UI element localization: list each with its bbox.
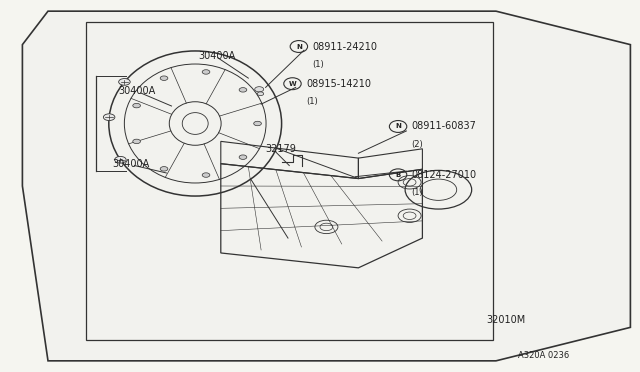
Circle shape (160, 167, 168, 171)
Circle shape (253, 121, 261, 126)
Text: 32179: 32179 (266, 144, 296, 154)
Text: 30400A: 30400A (198, 51, 236, 61)
Circle shape (239, 155, 247, 159)
Text: N: N (395, 124, 401, 129)
Circle shape (255, 87, 264, 92)
Text: B: B (396, 172, 401, 178)
Circle shape (202, 173, 210, 177)
Text: (1): (1) (412, 188, 423, 197)
Text: 08911-24210: 08911-24210 (312, 42, 378, 51)
Text: 08911-60837: 08911-60837 (412, 122, 476, 131)
Bar (86, 22, 493, 340)
Text: 08915-14210: 08915-14210 (306, 79, 371, 89)
Text: N: N (296, 44, 302, 49)
Text: W: W (289, 81, 296, 87)
Circle shape (115, 156, 126, 163)
Circle shape (132, 103, 140, 108)
Text: 30400A: 30400A (112, 159, 149, 169)
Text: 32010M: 32010M (486, 315, 525, 325)
Polygon shape (22, 11, 630, 361)
Circle shape (202, 70, 210, 74)
Circle shape (239, 88, 247, 92)
Circle shape (104, 114, 115, 121)
Circle shape (132, 139, 140, 144)
Text: 08124-27010: 08124-27010 (412, 170, 477, 180)
Circle shape (118, 78, 130, 85)
Circle shape (160, 76, 168, 80)
Text: (1): (1) (306, 97, 317, 106)
Text: (1): (1) (312, 60, 324, 69)
Text: 30400A: 30400A (118, 86, 156, 96)
Text: A320A 0236: A320A 0236 (518, 351, 570, 360)
Text: (2): (2) (412, 140, 423, 149)
Circle shape (257, 92, 264, 96)
